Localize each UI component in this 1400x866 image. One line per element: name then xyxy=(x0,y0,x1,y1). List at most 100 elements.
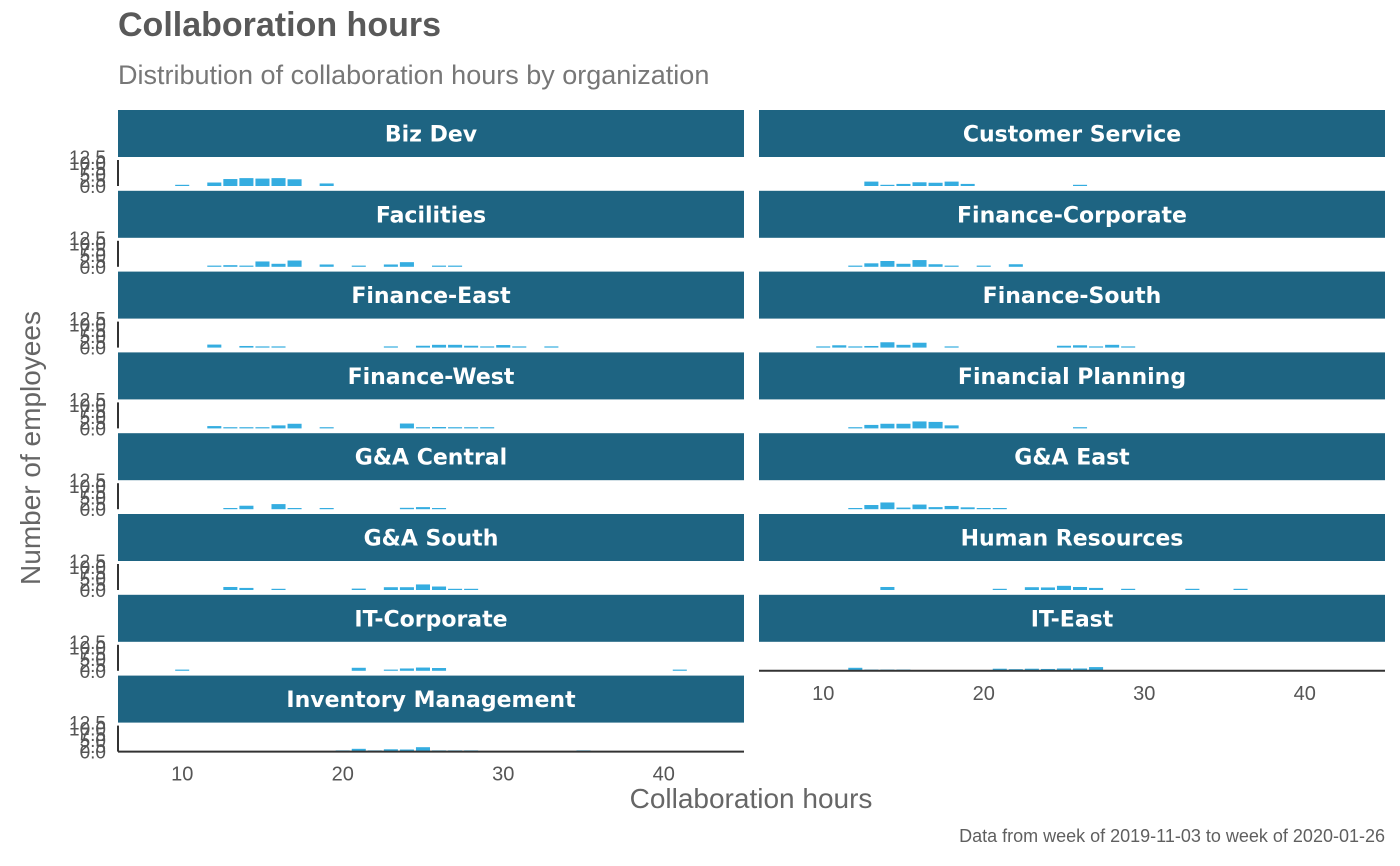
histogram-bar xyxy=(448,265,463,267)
histogram-bar xyxy=(832,345,847,348)
histogram-bar xyxy=(848,667,863,671)
facet-strip xyxy=(759,433,1385,481)
facet-label: Financial Planning xyxy=(958,365,1186,390)
histogram-bar xyxy=(207,344,222,348)
histogram-bar xyxy=(880,502,895,510)
histogram-bar xyxy=(319,183,334,186)
histogram-bar xyxy=(271,504,286,510)
histogram-bar xyxy=(896,507,911,510)
facet-biz-dev: Biz Dev 0.02.55.07.510.012.5 xyxy=(69,110,744,198)
histogram-bar xyxy=(944,505,959,510)
chart-caption: Data from week of 2019-11-03 to week of … xyxy=(959,826,1385,846)
histogram-bar xyxy=(1073,586,1088,590)
histogram-bar xyxy=(912,342,927,348)
histogram-bar xyxy=(223,508,238,510)
facet-strip xyxy=(759,352,1385,400)
histogram-bar xyxy=(255,178,270,186)
histogram-bar xyxy=(351,748,366,752)
facet-strip xyxy=(118,190,744,238)
facet-label: Facilities xyxy=(376,203,486,228)
facet-label: Human Resources xyxy=(961,527,1184,552)
histogram-bar xyxy=(1089,587,1104,590)
y-tick-label: 7.5 xyxy=(80,564,106,585)
facet-label: Inventory Management xyxy=(286,688,576,713)
histogram-bar xyxy=(928,264,943,267)
histogram-bar xyxy=(928,507,943,510)
facet-facilities: Facilities 0.02.55.07.510.012.5 xyxy=(69,190,744,279)
histogram-bar xyxy=(1185,588,1200,590)
chart-title: Collaboration hours xyxy=(118,6,441,44)
histogram-bar xyxy=(287,260,302,267)
histogram-bar xyxy=(415,584,430,590)
y-tick-label: 2.5 xyxy=(80,494,106,515)
y-tick-label: 2.5 xyxy=(80,737,106,758)
y-tick-label: 7.5 xyxy=(80,160,106,181)
y-tick-label: 5.0 xyxy=(80,327,106,348)
histogram-bar xyxy=(912,421,927,429)
y-tick-label: 5.0 xyxy=(80,569,106,590)
histogram-bar xyxy=(928,182,943,186)
y-tick-label: 7.5 xyxy=(80,725,106,746)
histogram-bar xyxy=(1105,344,1120,348)
y-tick-label: 5.0 xyxy=(80,165,106,186)
y-tick-label: 10.0 xyxy=(69,639,106,660)
facet-label: Finance-East xyxy=(351,284,511,309)
facet-it-corporate: IT-Corporate 0.02.55.07.510.012.5 xyxy=(69,594,744,683)
histogram-bar xyxy=(1073,345,1088,348)
histogram-bar xyxy=(448,344,463,348)
facet-label: G&A East xyxy=(1014,446,1130,471)
facet-it-east: IT-East xyxy=(759,594,1385,672)
y-tick-label: 12.5 xyxy=(69,714,106,735)
y-tick-label: 0.0 xyxy=(80,419,106,440)
y-tick-label: 0.0 xyxy=(80,339,106,360)
histogram-bar xyxy=(432,586,447,590)
histogram-bar xyxy=(223,265,238,267)
y-tick-label: 7.5 xyxy=(80,483,106,504)
histogram-bar xyxy=(399,262,414,267)
y-tick-label: 12.5 xyxy=(69,471,106,492)
x-tick-label: 30 xyxy=(492,764,514,786)
y-tick-label: 0.0 xyxy=(80,743,106,764)
histogram-bar xyxy=(928,421,943,429)
histogram-bar xyxy=(864,263,879,267)
facet-finance-east: Finance-East 0.02.55.07.510.012.5 xyxy=(69,271,744,360)
facet-label: Biz Dev xyxy=(385,123,478,148)
histogram-bar xyxy=(287,179,302,186)
histogram-bar xyxy=(992,508,1007,510)
histogram-bar xyxy=(816,346,831,348)
histogram-bar xyxy=(223,586,238,590)
histogram-bar xyxy=(1024,587,1039,590)
histogram-bar xyxy=(912,260,927,267)
histogram-bar xyxy=(864,181,879,186)
histogram-bar xyxy=(1024,668,1039,671)
facet-strip xyxy=(759,594,1385,642)
histogram-bar xyxy=(383,346,398,348)
histogram-bar xyxy=(1073,427,1088,429)
histogram-bar xyxy=(880,586,895,590)
histogram-bar xyxy=(383,264,398,267)
facet-label: Customer Service xyxy=(963,123,1181,148)
y-axis-title: Number of employees xyxy=(15,311,46,585)
x-tick-label: 10 xyxy=(171,764,193,786)
histogram-bar xyxy=(480,346,495,348)
histogram-bar xyxy=(976,265,991,267)
facet-ganda-central: G&A Central 0.02.55.07.510.012.5 xyxy=(69,433,744,521)
histogram-bar xyxy=(896,423,911,429)
histogram-bar xyxy=(271,346,286,348)
histogram-bar xyxy=(399,668,414,671)
x-tick-label: 10 xyxy=(812,683,834,705)
y-tick-label: 10.0 xyxy=(69,558,106,579)
x-tick-label: 40 xyxy=(1294,683,1316,705)
histogram-bar xyxy=(880,184,895,186)
histogram-bar xyxy=(672,669,687,671)
facet-strip xyxy=(118,675,744,723)
histogram-bar xyxy=(1056,585,1071,590)
histogram-bar xyxy=(239,345,254,348)
facet-strip xyxy=(118,110,744,157)
histogram-bar xyxy=(399,749,414,752)
histogram-bar xyxy=(864,424,879,429)
histogram-bar xyxy=(896,344,911,348)
histogram-bar xyxy=(415,345,430,348)
histogram-bar xyxy=(351,588,366,590)
